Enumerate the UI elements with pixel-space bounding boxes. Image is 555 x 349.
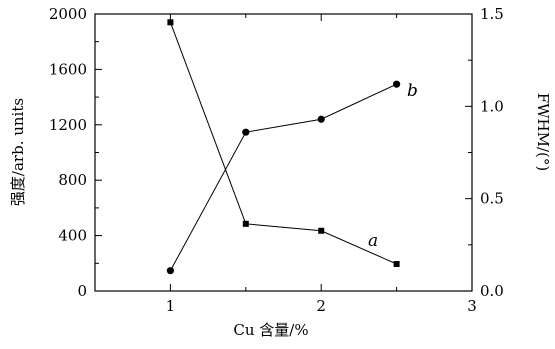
y-left-tick-label: 400 bbox=[58, 227, 87, 245]
series-b-point bbox=[166, 267, 174, 275]
series-b bbox=[166, 80, 401, 275]
series-b-annotation: b bbox=[407, 81, 418, 101]
y-right-tick-label: 1.0 bbox=[480, 97, 504, 115]
y-right-tick-label: 1.5 bbox=[480, 5, 504, 23]
y-right-axis-label: FWHM/(°) bbox=[534, 93, 552, 172]
series-b-point bbox=[242, 128, 250, 136]
x-tick-label: 3 bbox=[467, 297, 477, 315]
series-a-point bbox=[318, 227, 325, 234]
x-tick-label: 1 bbox=[166, 297, 176, 315]
y-left-axis-label: 强度/arb. units bbox=[9, 98, 27, 206]
x-axis-label: Cu 含量/% bbox=[233, 321, 308, 339]
y-left-tick-label: 800 bbox=[58, 171, 87, 189]
y-right-tick-label: 0.5 bbox=[480, 190, 504, 208]
ticks: 1 2 3 0 400 800 1200 1600 2000 0.0 0.5 1.0 1.5 bbox=[49, 5, 504, 315]
y-left-tick-label: 1200 bbox=[49, 116, 87, 134]
series-b-point bbox=[317, 115, 325, 123]
plot-frame bbox=[94, 13, 473, 292]
series-a bbox=[167, 19, 400, 267]
x-tick-label: 2 bbox=[316, 297, 326, 315]
y-left-tick-label: 1600 bbox=[49, 60, 87, 78]
series-a-point bbox=[167, 19, 174, 26]
y-right-tick-label: 0.0 bbox=[480, 282, 504, 300]
series-a-line bbox=[169, 22, 397, 265]
series-b-point bbox=[393, 80, 401, 88]
series-a-point bbox=[393, 260, 400, 267]
series-a-point bbox=[242, 220, 249, 227]
y-left-tick-label: 2000 bbox=[49, 5, 87, 23]
series-a-annotation: a bbox=[368, 231, 378, 251]
y-left-tick-label: 0 bbox=[77, 282, 87, 300]
series-b-line bbox=[169, 83, 397, 271]
